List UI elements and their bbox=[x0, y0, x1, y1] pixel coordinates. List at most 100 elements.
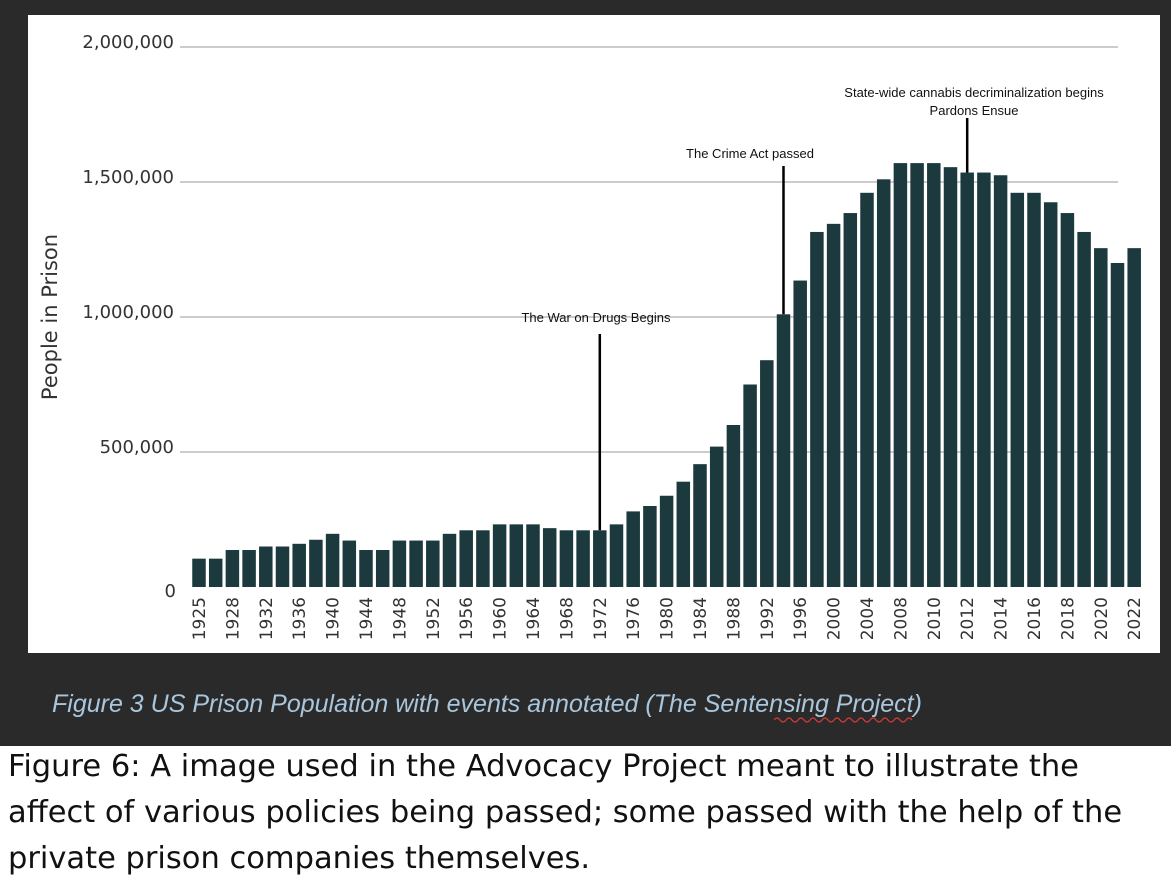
x-tick-label: 1988 bbox=[724, 597, 744, 640]
bar-1960 bbox=[492, 524, 507, 587]
bar-2012 bbox=[960, 172, 974, 588]
x-tick-label: 1932 bbox=[257, 597, 277, 640]
bar-1978 bbox=[643, 506, 657, 587]
y-tick-label: 1,500,000 bbox=[82, 167, 174, 188]
bar-1994 bbox=[776, 314, 791, 587]
y-axis-label: People in Prison bbox=[38, 234, 62, 400]
bar-1952 bbox=[426, 540, 440, 587]
bar-1982 bbox=[676, 481, 691, 587]
x-tick-label: 1925 bbox=[190, 597, 210, 640]
bar-2016 bbox=[1027, 192, 1041, 588]
x-tick-label: 2012 bbox=[958, 597, 978, 640]
y-tick-label: 0 bbox=[165, 581, 176, 602]
bar-2010 bbox=[927, 163, 941, 587]
bar-1934 bbox=[275, 546, 290, 587]
y-tick-label: 500,000 bbox=[100, 437, 174, 458]
spellcheck-underline bbox=[774, 717, 913, 723]
x-tick-label: 2008 bbox=[891, 597, 911, 640]
x-tick-label: 1980 bbox=[658, 597, 678, 640]
bar-2009 bbox=[910, 163, 924, 587]
bar-1948 bbox=[392, 540, 407, 587]
x-tick-label: 2016 bbox=[1025, 597, 1045, 640]
x-tick-label: 1972 bbox=[591, 597, 611, 640]
annotation-label: The Crime Act passed bbox=[686, 146, 814, 161]
x-tick-label: 1992 bbox=[758, 597, 778, 640]
bar-2021 bbox=[1110, 263, 1125, 587]
prison-population-chart: 0 500,000 1,000,000 1,500,000 2,000,000 1925… bbox=[38, 32, 1145, 640]
bar-2013 bbox=[977, 172, 991, 588]
x-tick-label: 1944 bbox=[357, 597, 377, 640]
dark-frame: 0 500,000 1,000,000 1,500,000 2,000,000 1925… bbox=[0, 0, 1171, 746]
bar-1988 bbox=[726, 425, 741, 587]
bar-1930 bbox=[242, 550, 256, 587]
bar-1962 bbox=[509, 524, 524, 587]
figure-description: Figure 6: A image used in the Advocacy P… bbox=[8, 749, 1123, 876]
bar-1964 bbox=[526, 524, 540, 587]
bar-2015 bbox=[1010, 192, 1025, 588]
y-tick-label: 1,000,000 bbox=[82, 302, 174, 323]
x-tick-label: 2000 bbox=[825, 597, 845, 640]
bar-2004 bbox=[860, 192, 874, 588]
bar-1926 bbox=[208, 558, 223, 587]
chart-panel: 0 500,000 1,000,000 1,500,000 2,000,000 1925… bbox=[28, 15, 1160, 653]
bar-1946 bbox=[375, 550, 390, 587]
bar-1980 bbox=[659, 495, 674, 587]
x-tick-labels: 1925 1928 1932 1936 1940 1944 1948 1952 1956 1960… bbox=[190, 597, 1145, 640]
bar-1992 bbox=[760, 360, 774, 587]
x-tick-label: 1936 bbox=[290, 597, 310, 640]
x-tick-label: 2014 bbox=[992, 597, 1012, 640]
bar-2014 bbox=[993, 175, 1008, 587]
bar-1928 bbox=[225, 550, 240, 587]
x-tick-label: 1928 bbox=[223, 597, 243, 640]
x-tick-label: 1984 bbox=[691, 597, 711, 640]
x-tick-label: 1952 bbox=[424, 597, 444, 640]
bar-1950 bbox=[409, 540, 423, 587]
x-tick-label: 1968 bbox=[557, 597, 577, 640]
x-tick-label: 1976 bbox=[624, 597, 644, 640]
x-tick-label: 1996 bbox=[791, 597, 811, 640]
bar-1972 bbox=[593, 530, 607, 587]
bar-1925 bbox=[192, 558, 206, 587]
x-tick-label: 2010 bbox=[925, 597, 945, 640]
bar-1954 bbox=[442, 533, 457, 587]
y-tick-labels: 0 500,000 1,000,000 1,500,000 2,000,000 bbox=[82, 32, 176, 602]
x-tick-label: 2018 bbox=[1058, 597, 1078, 640]
y-tick-label: 2,000,000 bbox=[82, 32, 174, 53]
x-tick-label: 1956 bbox=[457, 597, 477, 640]
bars bbox=[192, 163, 1141, 588]
bar-2022 bbox=[1127, 248, 1141, 587]
bar-1942 bbox=[342, 540, 357, 587]
bar-2018 bbox=[1060, 213, 1075, 588]
bar-2017 bbox=[1043, 202, 1058, 587]
bar-1936 bbox=[292, 543, 306, 587]
annotations: The War on Drugs Begins The Crime Act pas… bbox=[521, 85, 1104, 531]
bar-1932 bbox=[259, 546, 273, 587]
x-tick-label: 1964 bbox=[524, 597, 544, 640]
bar-1970 bbox=[576, 530, 590, 587]
annotation-label: State-wide cannabis decriminalization be… bbox=[844, 85, 1104, 100]
bar-2000 bbox=[826, 223, 841, 587]
bar-2011 bbox=[943, 167, 958, 587]
bar-1986 bbox=[709, 446, 724, 587]
annotation-label: Pardons Ensue bbox=[930, 103, 1019, 118]
x-tick-label: 2004 bbox=[858, 597, 878, 640]
bar-1958 bbox=[476, 530, 490, 587]
bar-2008 bbox=[893, 163, 908, 587]
bar-1974 bbox=[609, 524, 624, 587]
x-tick-label: 1940 bbox=[324, 597, 344, 640]
annotation-label: The War on Drugs Begins bbox=[521, 310, 671, 325]
x-tick-label: 1948 bbox=[390, 597, 410, 640]
bar-2002 bbox=[843, 213, 858, 588]
figure-caption: Figure 3 US Prison Population with event… bbox=[52, 690, 922, 718]
bar-2006 bbox=[876, 179, 891, 588]
bar-1938 bbox=[309, 539, 323, 587]
bar-1940 bbox=[325, 533, 340, 587]
x-tick-label: 1960 bbox=[491, 597, 511, 640]
x-tick-label: 2022 bbox=[1125, 597, 1145, 640]
bar-1984 bbox=[693, 464, 707, 587]
bar-2019 bbox=[1077, 231, 1091, 587]
bar-2020 bbox=[1094, 248, 1108, 587]
x-tick-label: 2020 bbox=[1092, 597, 1112, 640]
bar-1976 bbox=[626, 511, 640, 587]
bar-1990 bbox=[743, 384, 757, 587]
